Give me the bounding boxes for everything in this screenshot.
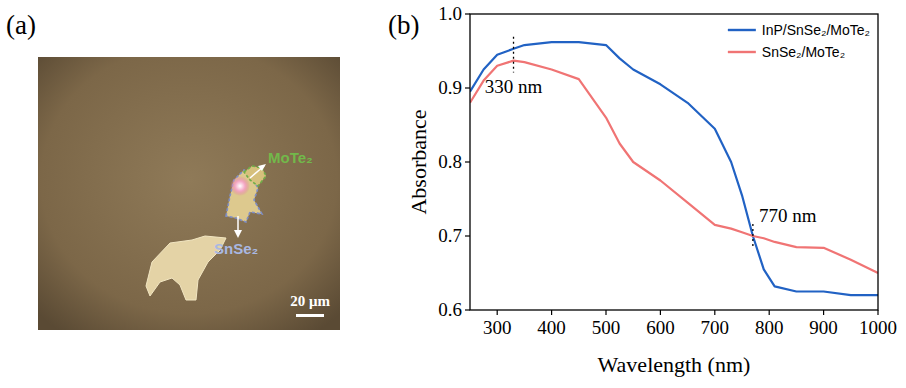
y-tick-label: 1.0	[438, 3, 462, 24]
plot-lines	[470, 42, 878, 295]
figure: (a) MoTe₂ SnSe₂ 20 μm (b) 300 400 500 600 700 800 9…	[0, 0, 906, 388]
x-tick-label: 600	[646, 317, 675, 338]
x-tick-label: 900	[809, 317, 838, 338]
panel-label: (a)	[6, 10, 36, 40]
legend-label: InP/SnSe₂/MoTe₂	[762, 22, 870, 38]
y-tick	[465, 13, 470, 14]
annotation: SnSe₂	[214, 240, 258, 257]
x-tick	[497, 310, 498, 315]
x-tick	[660, 310, 661, 315]
y-axis-title: Absorbance	[406, 109, 431, 214]
x-tick	[769, 310, 770, 315]
y-tick-label: 0.6	[438, 299, 462, 320]
x-tick-label: 700	[701, 317, 730, 338]
annotation: 330 nm	[485, 76, 543, 97]
series-line	[470, 42, 878, 295]
laser-spot	[230, 176, 250, 196]
x-tick-label: 400	[537, 317, 566, 338]
x-axis-title: Wavelength (nm)	[598, 352, 751, 377]
x-tick	[877, 310, 878, 315]
annotation: 770 nm	[759, 205, 817, 226]
x-tick-label: 1000	[859, 317, 897, 338]
plot-frame	[470, 14, 878, 310]
y-tick	[465, 309, 470, 310]
x-tick-label: 300	[483, 317, 512, 338]
x-tick	[605, 310, 606, 315]
panel-label: (b)	[388, 10, 419, 40]
x-tick	[823, 310, 824, 315]
legend-label: SnSe₂/MoTe₂	[762, 44, 845, 60]
scale-bar-label: 20 μm	[290, 293, 330, 309]
annotation-line	[513, 37, 514, 73]
arrow-head	[258, 164, 266, 171]
y-tick-label: 0.9	[438, 77, 462, 98]
annotation: MoTe₂	[268, 149, 313, 166]
x-tick	[714, 310, 715, 315]
legend-swatch	[728, 51, 756, 53]
y-tick	[465, 161, 470, 162]
legend: InP/SnSe₂/MoTe₂ SnSe₂/MoTe₂	[728, 22, 870, 60]
x-tick-label: 800	[755, 317, 784, 338]
y-tick-label: 0.8	[438, 151, 462, 172]
y-tick-label: 0.7	[438, 225, 462, 246]
legend-swatch	[728, 29, 756, 31]
micrograph	[38, 57, 340, 330]
x-tick	[551, 310, 552, 315]
y-tick	[465, 235, 470, 236]
x-tick-label: 500	[592, 317, 621, 338]
scale-bar	[296, 314, 324, 317]
arrow-head	[234, 230, 242, 238]
y-tick	[465, 87, 470, 88]
annotation-line	[752, 224, 753, 248]
series-line	[470, 61, 878, 273]
